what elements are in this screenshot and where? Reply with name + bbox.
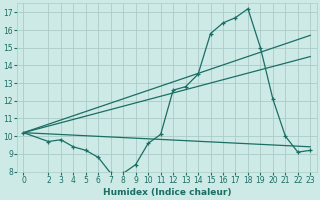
X-axis label: Humidex (Indice chaleur): Humidex (Indice chaleur): [103, 188, 231, 197]
